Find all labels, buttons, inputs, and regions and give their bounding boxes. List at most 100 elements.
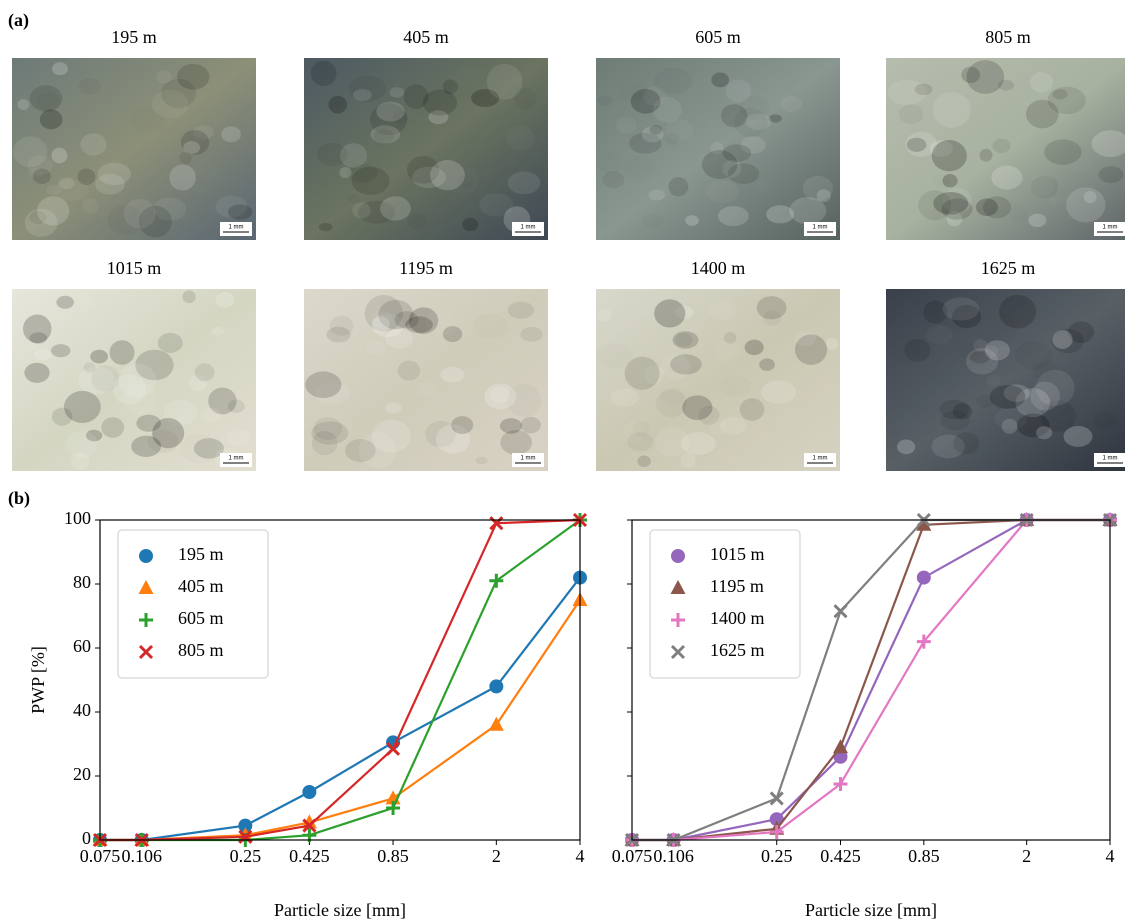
grain [443, 79, 458, 94]
grain [426, 309, 455, 335]
grain [661, 387, 685, 404]
grain [23, 315, 52, 344]
grain [484, 384, 516, 410]
grain [1044, 139, 1081, 164]
grain [942, 174, 957, 187]
grain [757, 178, 770, 190]
grain [34, 349, 51, 360]
grain [319, 223, 333, 231]
grain [685, 215, 699, 226]
grain [990, 385, 1026, 409]
image-title: 1400 m [691, 258, 746, 278]
grain [943, 297, 980, 320]
grain [680, 453, 695, 468]
grain [473, 314, 508, 339]
grain [803, 176, 833, 201]
grain [37, 92, 61, 111]
scale-bar-label: 1 mm [813, 225, 828, 231]
grain [1066, 187, 1105, 222]
grain [90, 350, 108, 364]
grain [417, 382, 437, 396]
scale-bar-label: 1 mm [813, 456, 828, 462]
x-tick-label: 0.85 [908, 846, 940, 866]
x-tick-label: 0.425 [289, 846, 330, 866]
grain [718, 206, 749, 226]
grain [1028, 214, 1046, 227]
grain [1036, 426, 1052, 439]
grain [51, 148, 67, 164]
grain [398, 361, 420, 381]
grain [597, 96, 612, 106]
x-axis-label: Particle size [mm] [805, 900, 937, 920]
grain [781, 96, 802, 112]
x-tick-label: 2 [1022, 846, 1031, 866]
legend-label: 1400 m [710, 608, 765, 628]
figure: (a)195 m1 mm405 m1 mm605 m1 mm805 m1 mm1… [0, 0, 1125, 924]
grain [156, 71, 171, 84]
x-tick-label: 0.85 [377, 846, 409, 866]
legend-label: 405 m [178, 576, 224, 596]
scale-bar-label: 1 mm [521, 456, 536, 462]
grain [372, 316, 390, 333]
grain [649, 190, 666, 201]
grain [17, 99, 29, 110]
grain [158, 333, 183, 353]
legend-marker [139, 549, 153, 563]
grain [169, 164, 196, 190]
scale-bar-label: 1 mm [1103, 225, 1118, 231]
grain [25, 209, 58, 237]
grain [78, 294, 95, 306]
grain [776, 405, 800, 423]
grain [95, 174, 125, 195]
grain [973, 339, 987, 352]
grain [78, 78, 100, 95]
grain [13, 137, 47, 168]
grain [620, 84, 649, 102]
grain [980, 149, 993, 162]
grain [983, 196, 1011, 218]
grain [152, 90, 189, 119]
grain [826, 338, 838, 350]
grain [508, 172, 541, 195]
grain [740, 398, 765, 421]
grain [328, 96, 347, 114]
legend-marker [671, 549, 685, 563]
legend-label: 805 m [178, 640, 224, 660]
image-title: 405 m [403, 27, 449, 47]
grain [1064, 426, 1093, 447]
grain [625, 357, 660, 390]
grain [506, 126, 534, 150]
grain [1009, 206, 1027, 222]
x-tick-label: 0.106 [122, 846, 163, 866]
grain [745, 113, 771, 130]
x-tick-label: 0.425 [820, 846, 861, 866]
grain [1030, 72, 1053, 92]
grain [1049, 197, 1062, 205]
x-tick-label: 0.075 [612, 846, 653, 866]
marker [771, 792, 783, 804]
x-tick-label: 0.25 [230, 846, 262, 866]
grain [514, 88, 536, 110]
grain [986, 345, 999, 357]
grain [1015, 342, 1053, 370]
grain [340, 143, 367, 167]
grain [654, 68, 693, 94]
grain [706, 181, 738, 204]
grain [1053, 89, 1068, 99]
grain [668, 177, 688, 196]
grain [637, 456, 650, 468]
grain [385, 329, 413, 348]
y-tick-label: 100 [64, 508, 91, 528]
grain [349, 75, 387, 102]
grain [228, 204, 252, 219]
grain [735, 358, 756, 372]
grain [326, 327, 350, 343]
legend-label: 605 m [178, 608, 224, 628]
scale-bar-label: 1 mm [229, 225, 244, 231]
grain [897, 439, 915, 454]
grain [715, 341, 738, 362]
grain [660, 354, 690, 380]
x-tick-label: 4 [576, 846, 585, 866]
y-tick-label: 40 [73, 700, 91, 720]
grain [520, 417, 540, 434]
